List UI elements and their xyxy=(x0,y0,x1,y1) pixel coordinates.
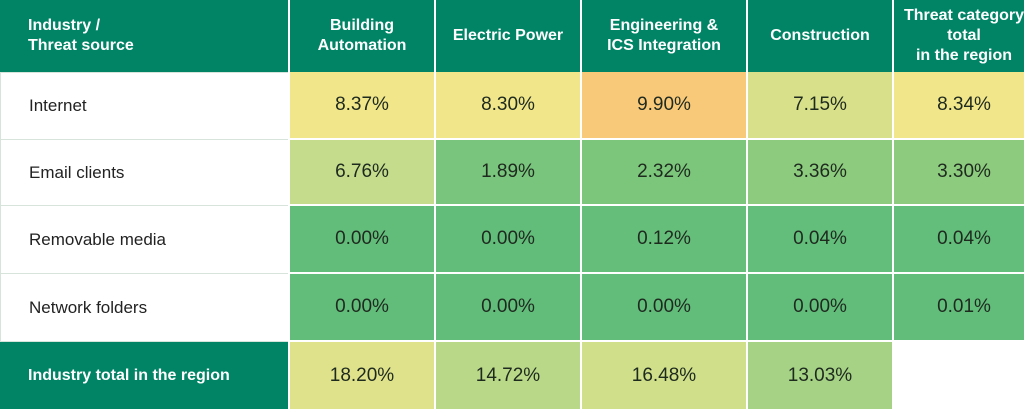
footer-construction: 13.03% xyxy=(748,342,892,409)
cell-removable-electric-power: 0.00% xyxy=(436,206,580,274)
cell-email-building-automation: 6.76% xyxy=(290,140,434,206)
cell-network-construction: 0.00% xyxy=(748,274,892,342)
cell-email-construction: 3.36% xyxy=(748,140,892,206)
cell-removable-construction: 0.04% xyxy=(748,206,892,274)
header-threat-category-total: Threat category total in the region xyxy=(894,0,1024,72)
cell-internet-total: 8.34% xyxy=(894,72,1024,140)
cell-internet-electric-power: 8.30% xyxy=(436,72,580,140)
row-label-email-clients: Email clients xyxy=(0,140,288,206)
cell-email-total: 3.30% xyxy=(894,140,1024,206)
cell-removable-total: 0.04% xyxy=(894,206,1024,274)
footer-electric-power: 14.72% xyxy=(436,342,580,409)
header-corner: Industry / Threat source xyxy=(0,0,288,72)
row-label-network-folders: Network folders xyxy=(0,274,288,342)
row-label-removable-media: Removable media xyxy=(0,206,288,274)
header-building-automation: Building Automation xyxy=(290,0,434,72)
cell-internet-engineering-ics: 9.90% xyxy=(582,72,746,140)
row-label-internet: Internet xyxy=(0,72,288,140)
cell-network-engineering-ics: 0.00% xyxy=(582,274,746,342)
cell-network-total: 0.01% xyxy=(894,274,1024,342)
footer-label-industry-total: Industry total in the region xyxy=(0,342,288,409)
cell-network-electric-power: 0.00% xyxy=(436,274,580,342)
header-construction: Construction xyxy=(748,0,892,72)
cell-removable-engineering-ics: 0.12% xyxy=(582,206,746,274)
header-electric-power: Electric Power xyxy=(436,0,580,72)
cell-removable-building-automation: 0.00% xyxy=(290,206,434,274)
footer-engineering-ics: 16.48% xyxy=(582,342,746,409)
footer-empty-cell xyxy=(894,342,1024,409)
cell-network-building-automation: 0.00% xyxy=(290,274,434,342)
header-engineering-ics: Engineering & ICS Integration xyxy=(582,0,746,72)
cell-internet-construction: 7.15% xyxy=(748,72,892,140)
cell-internet-building-automation: 8.37% xyxy=(290,72,434,140)
footer-building-automation: 18.20% xyxy=(290,342,434,409)
cell-email-electric-power: 1.89% xyxy=(436,140,580,206)
cell-email-engineering-ics: 2.32% xyxy=(582,140,746,206)
